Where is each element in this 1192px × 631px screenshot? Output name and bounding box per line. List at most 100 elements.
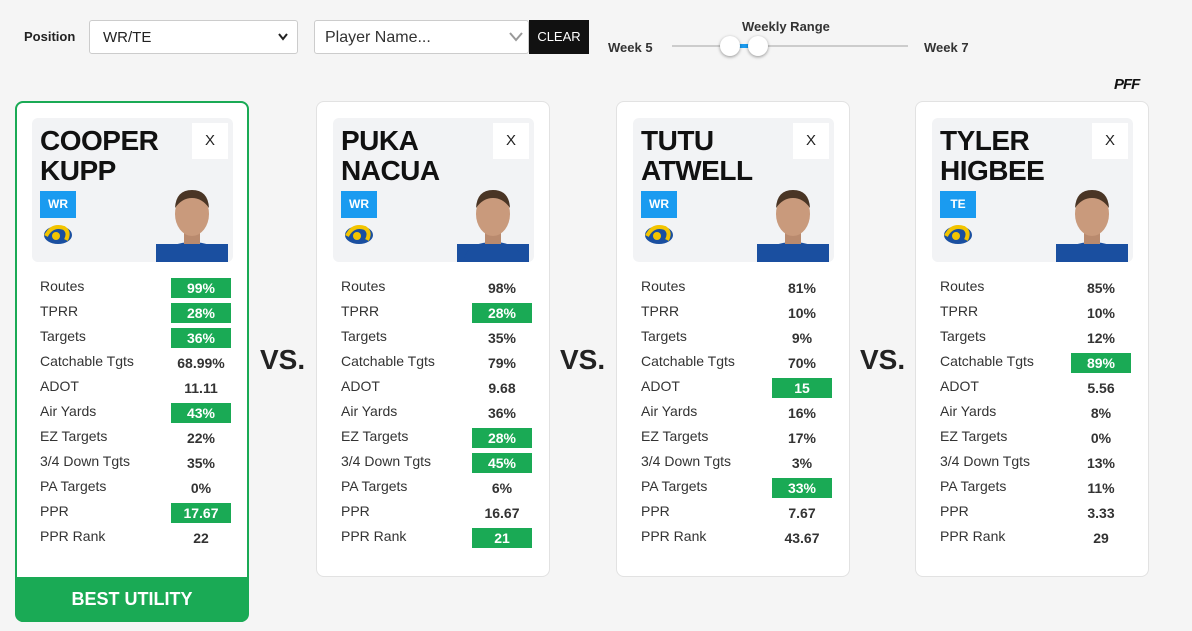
stat-value: 0% [190, 480, 212, 496]
vs-label: VS. [860, 344, 906, 375]
team-logo [942, 222, 974, 246]
stat-value: 13% [1086, 455, 1116, 471]
stat-label: PA Targets [341, 478, 408, 494]
stat-value: 7.67 [788, 505, 816, 521]
team-logo [643, 222, 675, 246]
rams-logo [645, 225, 673, 244]
stat-label: TPRR [40, 303, 79, 319]
last-name: KUPP [40, 155, 116, 186]
stat-value: 8% [1090, 405, 1112, 421]
player-card: TUTU ATWELL WR X Routes 81% TPRR 10% Targets 9% Ca… [616, 101, 850, 577]
stat-value: 70% [787, 355, 817, 371]
pff-logo: PFF [1114, 76, 1140, 93]
player-silhouette [757, 190, 829, 262]
slider-range [730, 44, 758, 48]
position-badge: WR [40, 191, 76, 218]
stat-value: 9% [791, 330, 813, 346]
stat-value: 11% [1087, 480, 1115, 496]
stat-label: PPR Rank [341, 528, 407, 544]
team-logo [42, 222, 74, 246]
range-title: Weekly Range [742, 19, 830, 34]
team-logo [343, 222, 375, 246]
stat-value: 36% [171, 328, 231, 348]
player-header: TUTU ATWELL WR X [633, 118, 834, 262]
vs-label: VS. [560, 344, 606, 375]
position-badge: TE [940, 191, 976, 218]
stat-value: 99% [171, 278, 231, 298]
range-start: Week 5 [608, 40, 653, 55]
stat-label: PPR [940, 503, 969, 519]
clear-button[interactable]: CLEAR [529, 20, 589, 54]
stat-label: EZ Targets [341, 428, 409, 444]
remove-button[interactable]: X [493, 123, 529, 159]
stat-label: Routes [341, 278, 386, 294]
stat-value: 11.11 [184, 380, 218, 396]
stat-label: ADOT [40, 378, 79, 394]
remove-button[interactable]: X [192, 123, 228, 159]
stat-label: PPR [40, 503, 69, 519]
stat-label: ADOT [940, 378, 979, 394]
player-photo [453, 182, 533, 262]
player-header: PUKA NACUA WR X [333, 118, 534, 262]
player-silhouette [457, 190, 529, 262]
position-badge: WR [341, 191, 377, 218]
best-utility-banner: BEST UTILITY [17, 577, 247, 622]
position-value: WR/TE [103, 29, 152, 46]
rams-logo [345, 225, 373, 244]
stat-label: Targets [940, 328, 986, 344]
chevron [278, 33, 288, 41]
player-photo [1052, 182, 1132, 262]
stat-value: 98% [487, 280, 517, 296]
stat-value: 10% [787, 305, 817, 321]
stat-value: 35% [186, 455, 216, 471]
stat-label: TPRR [341, 303, 380, 319]
stat-label: Catchable Tgts [40, 353, 134, 369]
stat-label: PA Targets [940, 478, 1007, 494]
stat-value: 5.56 [1087, 380, 1115, 396]
rams-logo [44, 225, 72, 244]
stat-value: 43.67 [784, 530, 820, 546]
stat-value: 6% [491, 480, 513, 496]
stat-label: PA Targets [641, 478, 708, 494]
position-label: Position [24, 29, 76, 44]
stat-value: 16.67 [484, 505, 520, 521]
stat-label: EZ Targets [40, 428, 108, 444]
position-badge: WR [641, 191, 677, 218]
last-name: HIGBEE [940, 155, 1045, 186]
last-name: NACUA [341, 155, 440, 186]
stat-value: 29 [1093, 530, 1109, 546]
player-input[interactable]: Player Name... [314, 20, 529, 54]
stat-label: Targets [40, 328, 86, 344]
stat-value: 33% [772, 478, 832, 498]
stat-label: PPR [341, 503, 370, 519]
player-silhouette [156, 190, 228, 262]
stat-label: Routes [940, 278, 985, 294]
first-name: TUTU [641, 125, 714, 156]
slider-handle[interactable] [748, 36, 768, 56]
stat-label: Targets [641, 328, 687, 344]
stat-value: 17% [787, 430, 817, 446]
player-silhouette [1056, 190, 1128, 262]
stat-label: Air Yards [40, 403, 97, 419]
stat-value: 89% [1071, 353, 1131, 373]
slider-handle[interactable] [720, 36, 740, 56]
remove-button[interactable]: X [1092, 123, 1128, 159]
last-name: ATWELL [641, 155, 753, 186]
stat-label: Air Yards [641, 403, 698, 419]
stat-value: 79% [487, 355, 517, 371]
stat-value: 9.68 [488, 380, 516, 396]
stat-label: EZ Targets [641, 428, 709, 444]
stat-label: PA Targets [40, 478, 107, 494]
stat-label: PPR [641, 503, 670, 519]
remove-button[interactable]: X [793, 123, 829, 159]
stat-label: ADOT [341, 378, 380, 394]
stat-label: Air Yards [341, 403, 398, 419]
stat-value: 0% [1090, 430, 1112, 446]
stat-value: 45% [472, 453, 532, 473]
position-select[interactable]: WR/TE [89, 20, 298, 54]
stat-value: 81% [787, 280, 817, 296]
stat-label: 3/4 Down Tgts [40, 453, 131, 469]
slider-track [672, 45, 908, 47]
player-header: COOPER KUPP WR X [32, 118, 233, 262]
